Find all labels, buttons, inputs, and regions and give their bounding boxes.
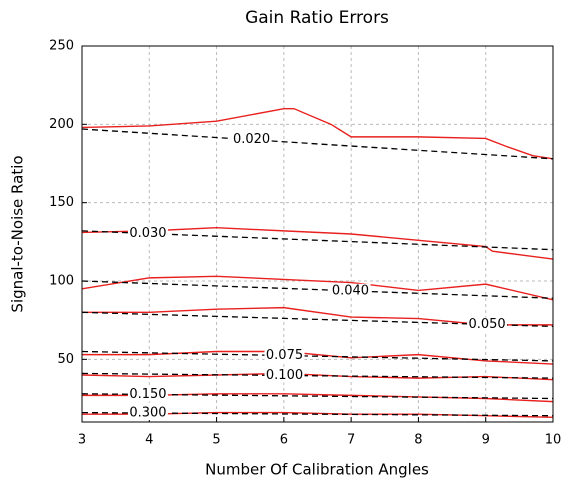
data-line <box>81 275 554 301</box>
label-background <box>127 406 168 421</box>
line-label: 0.020 <box>233 132 270 147</box>
y-tick-label: 50 <box>57 352 74 367</box>
reference-line <box>81 280 554 299</box>
x-tick-label: 8 <box>414 433 422 448</box>
line-label: 0.150 <box>129 387 166 402</box>
line-label: 0.300 <box>129 406 166 421</box>
line-label: 0.050 <box>468 317 505 332</box>
x-tick-label: 5 <box>212 433 220 448</box>
label-background <box>264 348 305 363</box>
x-tick-label: 4 <box>145 433 153 448</box>
plot-frame <box>81 45 554 423</box>
line-label: 0.100 <box>266 368 303 383</box>
x-tick-label: 3 <box>78 433 86 448</box>
y-tick-label: 150 <box>49 195 74 210</box>
y-tick-label: 100 <box>49 274 74 289</box>
label-background <box>231 132 272 147</box>
label-background <box>467 317 508 332</box>
y-tick-label: 250 <box>49 39 74 54</box>
chart-title: Gain Ratio Errors <box>245 8 389 28</box>
reference-line <box>81 128 554 160</box>
x-tick-label: 6 <box>280 433 288 448</box>
y-axis-label: Signal-to-Noise Ratio <box>9 155 27 312</box>
data-line <box>81 107 554 160</box>
label-background <box>264 368 305 383</box>
line-label: 0.075 <box>266 348 303 363</box>
x-axis-label: Number Of Calibration Angles <box>205 461 429 479</box>
label-background <box>127 226 168 241</box>
x-tick-label: 10 <box>545 433 562 448</box>
reference-line <box>81 372 554 379</box>
reference-line <box>81 411 554 417</box>
x-tick-label: 9 <box>482 433 490 448</box>
label-background <box>127 387 168 402</box>
reference-line <box>81 350 554 362</box>
line-label: 0.030 <box>129 226 166 241</box>
line-label: 0.040 <box>332 283 369 298</box>
x-tick-label: 7 <box>347 433 355 448</box>
reference-line <box>81 393 554 400</box>
reference-line <box>81 230 554 251</box>
y-tick-label: 200 <box>49 117 74 132</box>
data-line <box>81 227 554 260</box>
label-background <box>330 283 371 298</box>
